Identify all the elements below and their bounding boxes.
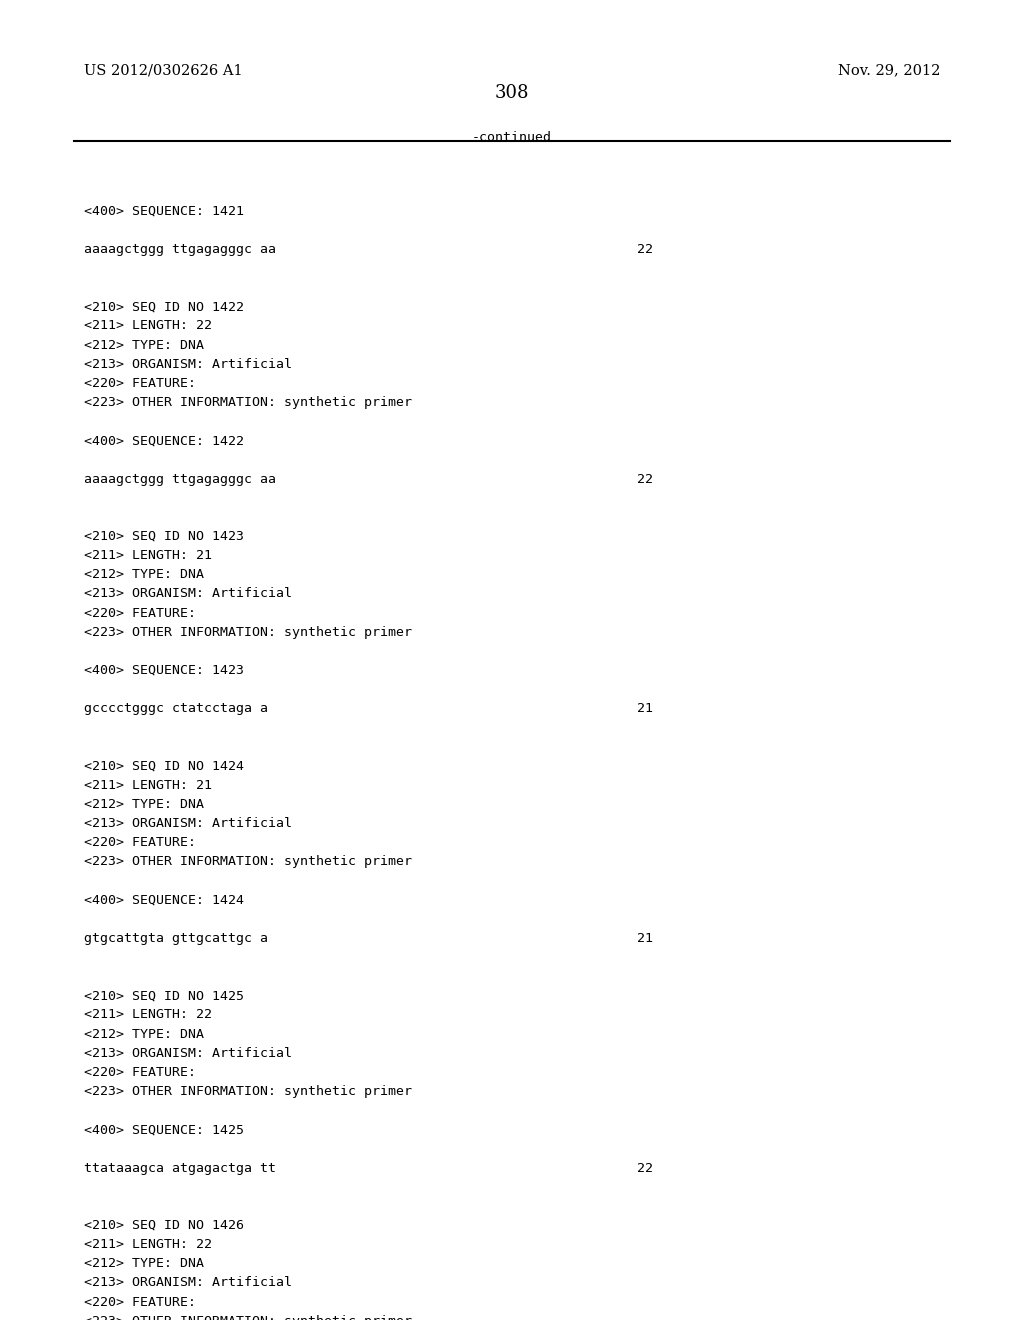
Text: <400> SEQUENCE: 1422: <400> SEQUENCE: 1422	[84, 434, 244, 447]
Text: <400> SEQUENCE: 1424: <400> SEQUENCE: 1424	[84, 894, 244, 907]
Text: <400> SEQUENCE: 1421: <400> SEQUENCE: 1421	[84, 205, 244, 218]
Text: <210> SEQ ID NO 1423: <210> SEQ ID NO 1423	[84, 529, 244, 543]
Text: <211> LENGTH: 21: <211> LENGTH: 21	[84, 779, 212, 792]
Text: 22: 22	[637, 243, 653, 256]
Text: <212> TYPE: DNA: <212> TYPE: DNA	[84, 338, 204, 351]
Text: <220> FEATURE:: <220> FEATURE:	[84, 836, 196, 849]
Text: <210> SEQ ID NO 1424: <210> SEQ ID NO 1424	[84, 759, 244, 772]
Text: 21: 21	[637, 932, 653, 945]
Text: <211> LENGTH: 22: <211> LENGTH: 22	[84, 319, 212, 333]
Text: <211> LENGTH: 22: <211> LENGTH: 22	[84, 1238, 212, 1251]
Text: <211> LENGTH: 22: <211> LENGTH: 22	[84, 1008, 212, 1022]
Text: <210> SEQ ID NO 1425: <210> SEQ ID NO 1425	[84, 989, 244, 1002]
Text: ttataaagca atgagactga tt: ttataaagca atgagactga tt	[84, 1162, 276, 1175]
Text: <220> FEATURE:: <220> FEATURE:	[84, 376, 196, 389]
Text: <220> FEATURE:: <220> FEATURE:	[84, 606, 196, 619]
Text: Nov. 29, 2012: Nov. 29, 2012	[838, 63, 940, 78]
Text: <223> OTHER INFORMATION: synthetic primer: <223> OTHER INFORMATION: synthetic prime…	[84, 1315, 412, 1320]
Text: <400> SEQUENCE: 1425: <400> SEQUENCE: 1425	[84, 1123, 244, 1137]
Text: 21: 21	[637, 702, 653, 715]
Text: <212> TYPE: DNA: <212> TYPE: DNA	[84, 797, 204, 810]
Text: 22: 22	[637, 473, 653, 486]
Text: <220> FEATURE:: <220> FEATURE:	[84, 1295, 196, 1308]
Text: 308: 308	[495, 84, 529, 103]
Text: <220> FEATURE:: <220> FEATURE:	[84, 1065, 196, 1078]
Text: <210> SEQ ID NO 1422: <210> SEQ ID NO 1422	[84, 300, 244, 313]
Text: <223> OTHER INFORMATION: synthetic primer: <223> OTHER INFORMATION: synthetic prime…	[84, 626, 412, 639]
Text: <212> TYPE: DNA: <212> TYPE: DNA	[84, 568, 204, 581]
Text: <213> ORGANISM: Artificial: <213> ORGANISM: Artificial	[84, 587, 292, 601]
Text: aaaagctggg ttgagagggc aa: aaaagctggg ttgagagggc aa	[84, 243, 276, 256]
Text: aaaagctggg ttgagagggc aa: aaaagctggg ttgagagggc aa	[84, 473, 276, 486]
Text: <213> ORGANISM: Artificial: <213> ORGANISM: Artificial	[84, 1276, 292, 1290]
Text: <400> SEQUENCE: 1423: <400> SEQUENCE: 1423	[84, 664, 244, 677]
Text: 22: 22	[637, 1162, 653, 1175]
Text: <211> LENGTH: 21: <211> LENGTH: 21	[84, 549, 212, 562]
Text: <223> OTHER INFORMATION: synthetic primer: <223> OTHER INFORMATION: synthetic prime…	[84, 1085, 412, 1098]
Text: <213> ORGANISM: Artificial: <213> ORGANISM: Artificial	[84, 817, 292, 830]
Text: -continued: -continued	[472, 131, 552, 144]
Text: <213> ORGANISM: Artificial: <213> ORGANISM: Artificial	[84, 358, 292, 371]
Text: <212> TYPE: DNA: <212> TYPE: DNA	[84, 1027, 204, 1040]
Text: <223> OTHER INFORMATION: synthetic primer: <223> OTHER INFORMATION: synthetic prime…	[84, 855, 412, 869]
Text: gcccctgggc ctatcctaga a: gcccctgggc ctatcctaga a	[84, 702, 268, 715]
Text: <210> SEQ ID NO 1426: <210> SEQ ID NO 1426	[84, 1218, 244, 1232]
Text: <212> TYPE: DNA: <212> TYPE: DNA	[84, 1257, 204, 1270]
Text: gtgcattgta gttgcattgc a: gtgcattgta gttgcattgc a	[84, 932, 268, 945]
Text: <213> ORGANISM: Artificial: <213> ORGANISM: Artificial	[84, 1047, 292, 1060]
Text: US 2012/0302626 A1: US 2012/0302626 A1	[84, 63, 243, 78]
Text: <223> OTHER INFORMATION: synthetic primer: <223> OTHER INFORMATION: synthetic prime…	[84, 396, 412, 409]
